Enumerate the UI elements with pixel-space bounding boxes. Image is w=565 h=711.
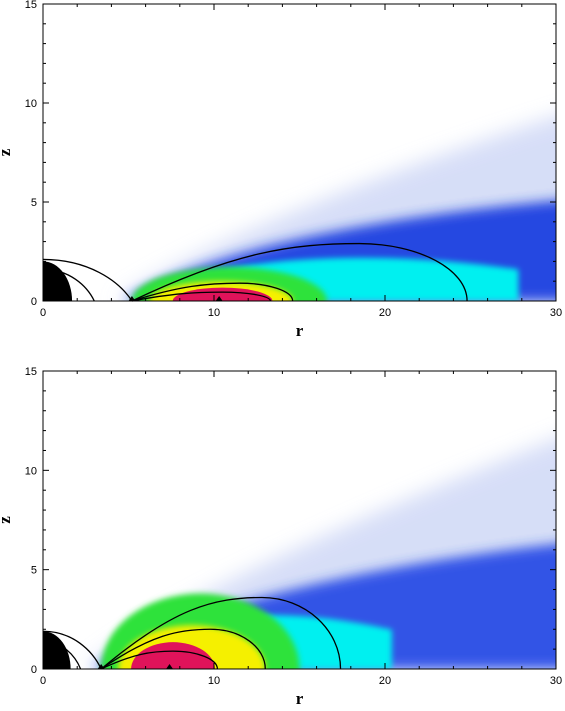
x-tick-label: 10 — [208, 675, 220, 687]
contour-line-mid — [131, 282, 294, 302]
x-tick-label: 0 — [40, 675, 46, 687]
plot-frame — [42, 370, 557, 670]
plot-frame — [42, 3, 557, 302]
contour-line-outer — [131, 242, 468, 302]
y-tick-label: 0 — [31, 296, 37, 308]
panel-top: 0 10 20 30 0 5 10 15 r z — [0, 0, 562, 340]
heatmap-field — [43, 4, 556, 301]
heatmap-red-core — [172, 287, 273, 301]
triangle-marker — [166, 664, 174, 669]
contour-line-inner — [100, 650, 219, 670]
ticks: 0 10 20 30 0 5 10 15 — [25, 366, 562, 687]
field-line — [42, 258, 133, 302]
heatmap-red-core — [131, 642, 215, 669]
y-tick-label: 0 — [31, 664, 37, 676]
field-line — [42, 268, 95, 302]
y-tick-label: 15 — [25, 366, 37, 378]
y-tick-label: 5 — [31, 565, 37, 577]
x-axis-title: r — [296, 689, 304, 708]
triangle-marker — [128, 296, 136, 301]
y-tick-label: 15 — [25, 0, 37, 11]
triangle-marker — [97, 664, 105, 669]
x-tick-label: 20 — [379, 675, 391, 687]
y-tick-label: 10 — [25, 98, 37, 110]
x-tick-label: 30 — [550, 675, 562, 687]
y-tick-label: 10 — [25, 465, 37, 477]
x-tick-label: 20 — [379, 307, 391, 319]
central-star — [43, 631, 71, 669]
triangle-marker — [215, 296, 223, 301]
y-tick-label: 5 — [31, 197, 37, 209]
contour-lines — [42, 596, 342, 670]
x-tick-label: 30 — [550, 307, 562, 319]
panel-bottom: 0 10 20 30 0 5 10 15 r z — [0, 366, 562, 708]
field-line — [42, 640, 82, 670]
heatmap-field — [43, 371, 556, 669]
contour-line-mid — [100, 628, 266, 670]
ticks: 0 10 20 30 0 5 10 15 — [25, 0, 562, 319]
central-star — [43, 261, 73, 301]
x-tick-label: 10 — [208, 307, 220, 319]
x-tick-label: 0 — [40, 307, 46, 319]
x-axis-title: r — [296, 321, 304, 340]
contour-line-outer — [100, 596, 342, 670]
y-axis-title: z — [0, 516, 14, 524]
field-line — [42, 630, 102, 670]
y-axis-title: z — [0, 148, 14, 156]
contour-line-inner — [131, 291, 272, 302]
contour-lines — [42, 242, 468, 302]
